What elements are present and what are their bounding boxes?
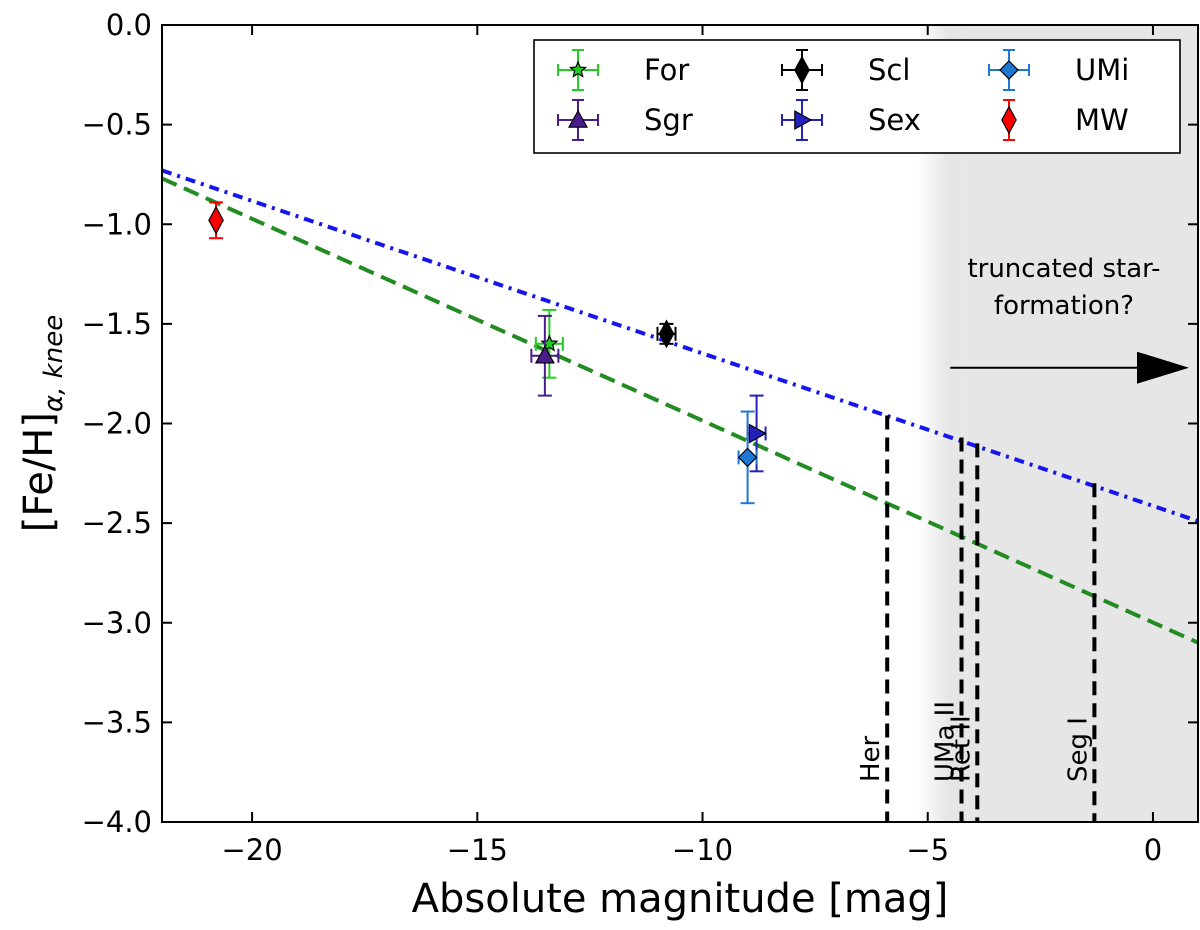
legend-marker-scl	[794, 55, 810, 85]
legend-marker-for	[568, 60, 588, 78]
data-points	[208, 201, 767, 505]
y-tick-label: −3.0	[82, 606, 152, 640]
vertical-marker-label: Ret II	[946, 715, 976, 782]
y-tick-label: −3.5	[82, 705, 152, 739]
marker-scl	[658, 319, 675, 349]
shade-gradient-edge	[917, 25, 968, 822]
legend-marker-umi	[999, 60, 1019, 80]
data-point-sgr	[530, 314, 560, 397]
vertical-marker-label: Seg I	[1063, 717, 1093, 782]
fit-lines	[162, 168, 1198, 645]
y-tick-label: −0.5	[82, 108, 152, 142]
legend-entry-mw: MW	[1001, 99, 1129, 141]
annotation-text: formation?	[994, 291, 1134, 321]
data-point-mw	[208, 201, 224, 240]
data-point-scl	[656, 319, 677, 349]
legend-entry-for: For	[557, 49, 689, 91]
shaded-region	[917, 25, 1198, 822]
annotation: truncated star-formation?	[950, 254, 1189, 384]
marker-sex	[748, 423, 767, 444]
vertical-marker-label: UMa II	[931, 701, 961, 782]
legend-label: MW	[1075, 103, 1129, 137]
x-tick-label: −15	[447, 833, 508, 867]
legend-label: Sex	[868, 103, 921, 137]
y-axis-label: [Fe/H]α, knee	[16, 315, 69, 532]
shade-body	[967, 25, 1198, 822]
legend-entry-scl: Scl	[781, 49, 910, 91]
axis-ticks: −20 −15 −10 −5 0 0.0 −0.5 −1.0 −1.5 −2.0 −2.5 −3.0 −…	[82, 8, 1198, 867]
annotation-text: truncated star-	[967, 254, 1160, 284]
fit-line-2	[162, 168, 1198, 524]
legend-marker-sex	[794, 109, 813, 131]
y-tick-label: 0.0	[106, 8, 152, 42]
legend-label: For	[644, 53, 689, 87]
marker-sgr	[534, 345, 555, 364]
y-axis-label-base: [Fe/H]	[16, 412, 62, 532]
y-tick-label: −2.5	[82, 506, 152, 540]
data-point-for	[534, 308, 564, 379]
y-tick-label: −1.5	[82, 307, 152, 341]
legend-entry-umi: UMi	[988, 49, 1129, 91]
legend-entry-sgr: Sgr	[557, 99, 693, 141]
legend-marker-sgr	[567, 109, 589, 128]
legend-label: UMi	[1075, 53, 1129, 87]
legend-entry-sex: Sex	[781, 99, 921, 141]
legend-label: Sgr	[644, 103, 693, 137]
legend-marker-mw	[1001, 105, 1017, 135]
marker-mw	[208, 205, 224, 235]
legend-label: Scl	[868, 53, 910, 87]
data-point-umi	[737, 410, 758, 505]
y-tick-label: −1.0	[82, 207, 152, 241]
x-tick-label: −5	[906, 833, 949, 867]
fit-line-1	[162, 176, 1198, 645]
y-tick-label: −4.0	[82, 805, 152, 839]
y-tick-label: −2.0	[82, 407, 152, 441]
x-axis-label: Absolute magnitude [mag]	[412, 876, 949, 922]
annotation-arrow-head	[1136, 351, 1189, 384]
legend: For Sgr Scl Sex UMi MW	[533, 39, 1181, 154]
x-tick-label: 0	[1144, 833, 1162, 867]
x-tick-label: −20	[221, 833, 282, 867]
marker-umi	[737, 447, 758, 468]
vertical-marker-label: Her	[856, 735, 886, 782]
x-tick-label: −10	[672, 833, 733, 867]
legend-box	[533, 39, 1181, 154]
y-axis-label-sub: α, knee	[39, 315, 69, 412]
